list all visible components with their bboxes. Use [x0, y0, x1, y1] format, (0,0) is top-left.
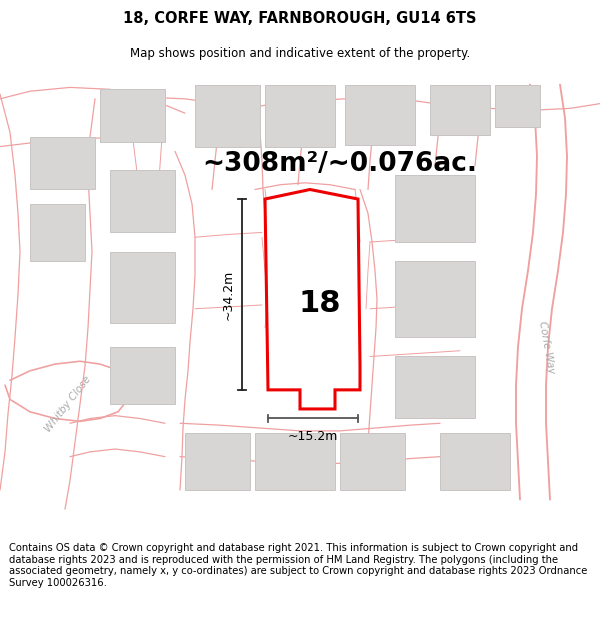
Text: Corfe Way: Corfe Way: [538, 320, 557, 374]
Text: Whitby Close: Whitby Close: [43, 374, 93, 434]
Polygon shape: [255, 432, 335, 490]
Polygon shape: [265, 84, 335, 146]
Polygon shape: [110, 251, 175, 323]
Polygon shape: [110, 171, 175, 232]
Text: Map shows position and indicative extent of the property.: Map shows position and indicative extent…: [130, 48, 470, 61]
Text: 18: 18: [299, 289, 341, 319]
Polygon shape: [395, 356, 475, 419]
Polygon shape: [395, 261, 475, 338]
Polygon shape: [100, 89, 165, 142]
Text: Contains OS data © Crown copyright and database right 2021. This information is : Contains OS data © Crown copyright and d…: [9, 543, 587, 588]
Polygon shape: [30, 137, 95, 189]
Polygon shape: [195, 84, 260, 146]
Text: ~15.2m: ~15.2m: [288, 430, 338, 443]
Polygon shape: [265, 189, 360, 409]
Polygon shape: [268, 242, 350, 332]
Polygon shape: [185, 432, 250, 490]
Polygon shape: [110, 347, 175, 404]
Text: ~308m²/~0.076ac.: ~308m²/~0.076ac.: [203, 151, 478, 177]
Text: 18, CORFE WAY, FARNBOROUGH, GU14 6TS: 18, CORFE WAY, FARNBOROUGH, GU14 6TS: [123, 11, 477, 26]
Polygon shape: [345, 84, 415, 144]
Polygon shape: [340, 432, 405, 490]
Polygon shape: [495, 84, 540, 127]
Polygon shape: [430, 84, 490, 135]
Text: ~34.2m: ~34.2m: [221, 269, 235, 319]
Polygon shape: [440, 432, 510, 490]
Polygon shape: [30, 204, 85, 261]
Polygon shape: [395, 175, 475, 242]
